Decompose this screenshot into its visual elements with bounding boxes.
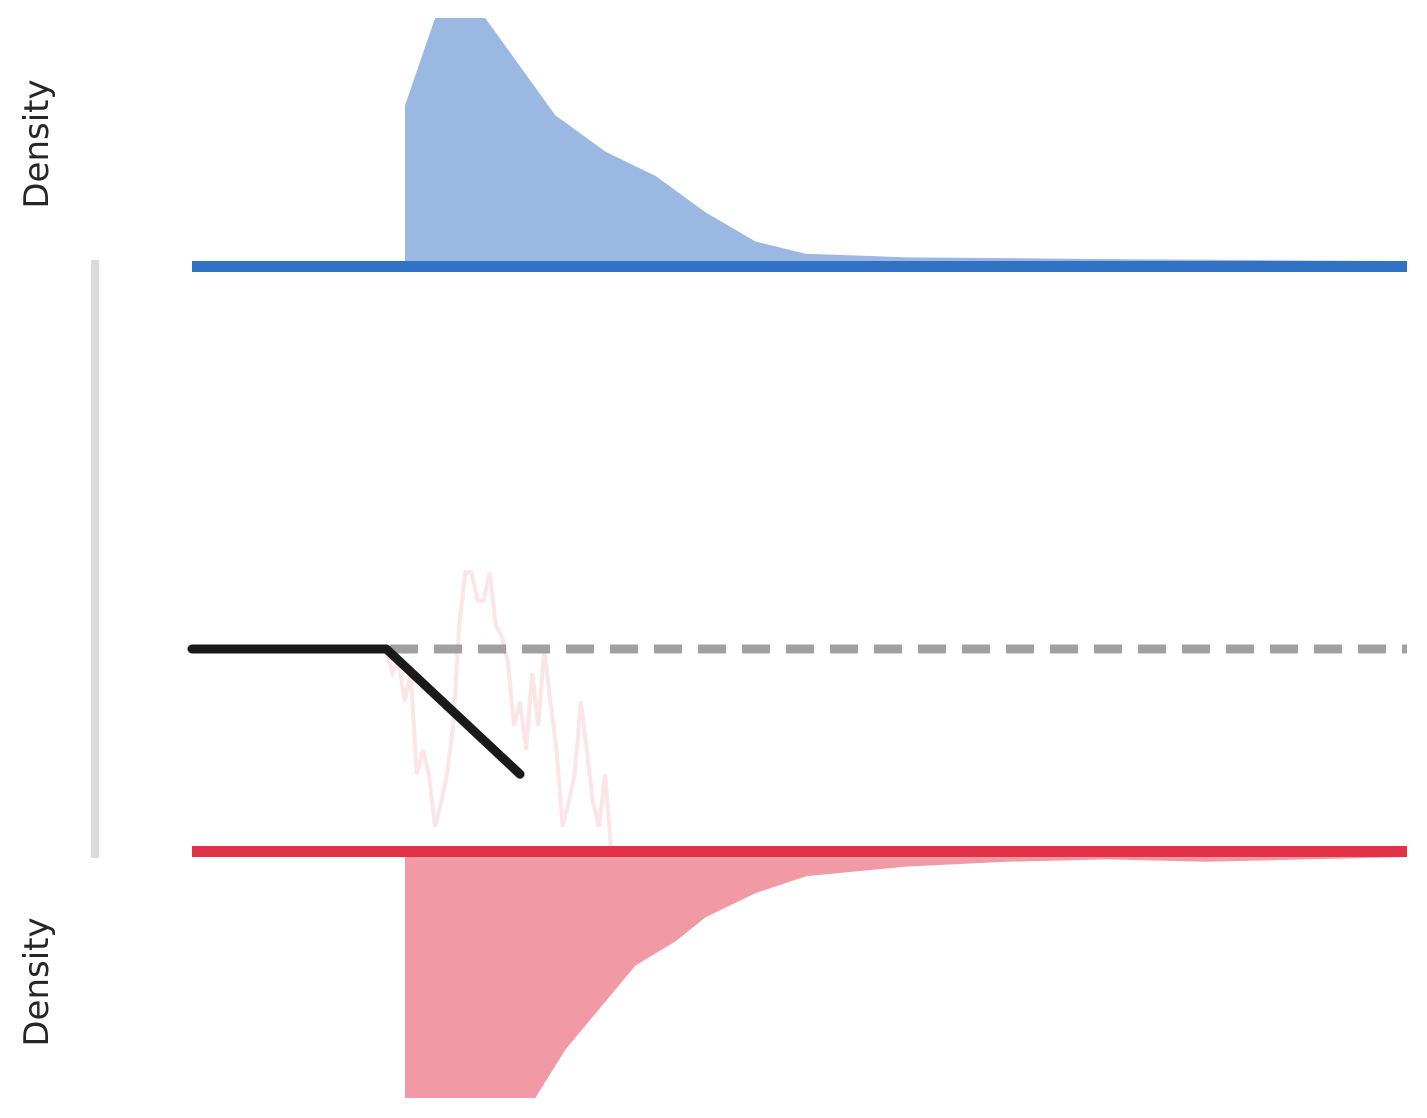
top-density-panel xyxy=(192,18,1407,272)
middle-line-panel xyxy=(91,260,1407,858)
left-vertical-bar xyxy=(91,260,99,858)
bottom-baseline xyxy=(192,846,1407,857)
main-line xyxy=(187,644,525,779)
noise-line xyxy=(384,570,614,852)
bottom-density-area xyxy=(405,857,1407,1098)
top-baseline xyxy=(192,261,1407,272)
top-density-area xyxy=(405,18,1407,261)
bottom-density-panel xyxy=(192,846,1407,1098)
bottom-ylabel: Density xyxy=(17,917,57,1046)
top-ylabel: Density xyxy=(17,79,57,208)
